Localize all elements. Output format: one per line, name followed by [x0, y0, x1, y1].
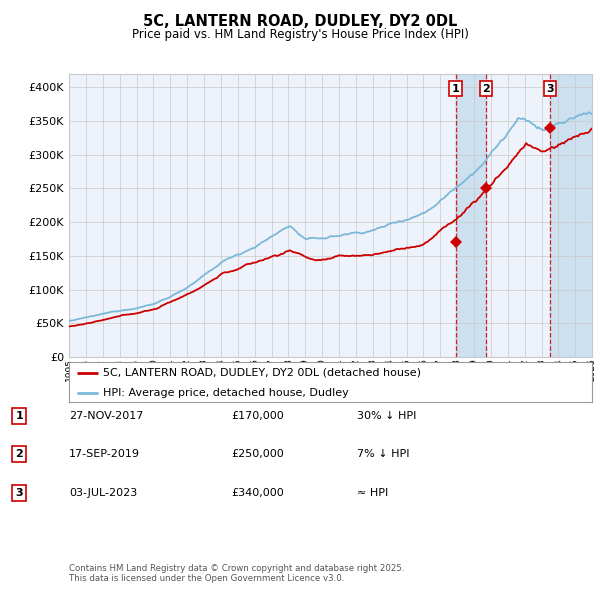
- Bar: [550, 74, 592, 357]
- Text: HPI: Average price, detached house, Dudley: HPI: Average price, detached house, Dudl…: [103, 388, 349, 398]
- Text: 30% ↓ HPI: 30% ↓ HPI: [357, 411, 416, 421]
- Text: 5C, LANTERN ROAD, DUDLEY, DY2 0DL: 5C, LANTERN ROAD, DUDLEY, DY2 0DL: [143, 14, 457, 28]
- Text: Contains HM Land Registry data © Crown copyright and database right 2025.
This d: Contains HM Land Registry data © Crown c…: [69, 563, 404, 583]
- Text: Price paid vs. HM Land Registry's House Price Index (HPI): Price paid vs. HM Land Registry's House …: [131, 28, 469, 41]
- Text: £340,000: £340,000: [231, 488, 284, 497]
- Text: 3: 3: [546, 84, 554, 94]
- Text: 03-JUL-2023: 03-JUL-2023: [69, 488, 137, 497]
- Text: 1: 1: [452, 84, 460, 94]
- Bar: [455, 74, 486, 357]
- Text: 1: 1: [16, 411, 23, 421]
- Text: ≈ HPI: ≈ HPI: [357, 488, 388, 497]
- Text: £250,000: £250,000: [231, 450, 284, 459]
- Text: 3: 3: [16, 488, 23, 497]
- Text: 5C, LANTERN ROAD, DUDLEY, DY2 0DL (detached house): 5C, LANTERN ROAD, DUDLEY, DY2 0DL (detac…: [103, 368, 421, 378]
- Text: 27-NOV-2017: 27-NOV-2017: [69, 411, 143, 421]
- Text: £170,000: £170,000: [231, 411, 284, 421]
- Text: 2: 2: [16, 450, 23, 459]
- Text: 2: 2: [482, 84, 490, 94]
- Text: 17-SEP-2019: 17-SEP-2019: [69, 450, 140, 459]
- Text: 7% ↓ HPI: 7% ↓ HPI: [357, 450, 409, 459]
